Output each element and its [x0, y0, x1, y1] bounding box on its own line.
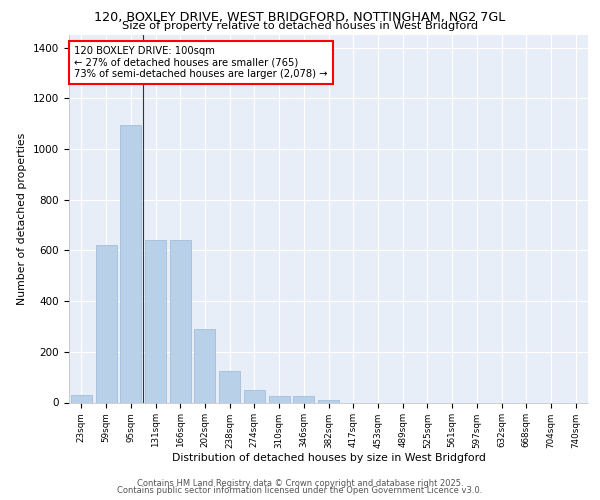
Bar — [95, 246, 116, 402]
Text: Contains public sector information licensed under the Open Government Licence v3: Contains public sector information licen… — [118, 486, 482, 495]
Bar — [293, 396, 314, 402]
Text: Contains HM Land Registry data © Crown copyright and database right 2025.: Contains HM Land Registry data © Crown c… — [137, 478, 463, 488]
X-axis label: Distribution of detached houses by size in West Bridgford: Distribution of detached houses by size … — [172, 453, 485, 463]
Text: 120 BOXLEY DRIVE: 100sqm
← 27% of detached houses are smaller (765)
73% of semi-: 120 BOXLEY DRIVE: 100sqm ← 27% of detach… — [74, 46, 328, 79]
Bar — [269, 396, 290, 402]
Text: Size of property relative to detached houses in West Bridgford: Size of property relative to detached ho… — [122, 21, 478, 31]
Bar — [170, 240, 191, 402]
Y-axis label: Number of detached properties: Number of detached properties — [17, 132, 28, 305]
Bar — [194, 329, 215, 402]
Text: 120, BOXLEY DRIVE, WEST BRIDGFORD, NOTTINGHAM, NG2 7GL: 120, BOXLEY DRIVE, WEST BRIDGFORD, NOTTI… — [94, 11, 506, 24]
Bar — [120, 125, 141, 402]
Bar — [244, 390, 265, 402]
Bar — [71, 395, 92, 402]
Bar — [219, 371, 240, 402]
Bar — [318, 400, 339, 402]
Bar — [145, 240, 166, 402]
